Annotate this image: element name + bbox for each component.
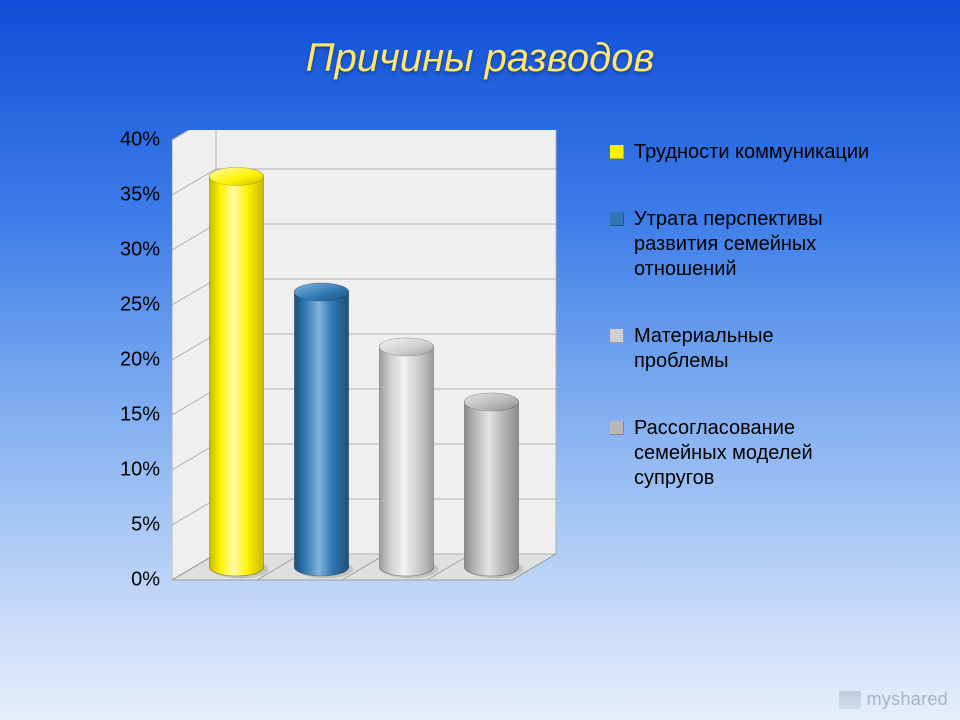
y-axis-labels: 40%35%30%25%20%15%10%5%0% xyxy=(90,130,160,570)
y-tick-label: 15% xyxy=(90,404,160,427)
legend-label: Материальные проблемы xyxy=(634,324,870,374)
chart: 40% 35% 30% 25% 20% 15% 10% 5% 0% Трудности комм… xyxy=(90,130,870,650)
y-tick-label: 0% xyxy=(90,569,160,592)
legend-label: Утрата перспективы развития семейных отн… xyxy=(634,207,870,282)
y-tick-label: 10% xyxy=(90,459,160,482)
legend-label: Рассогласование семейных моделей супруго… xyxy=(634,416,870,491)
y-tick-label: 30% xyxy=(90,239,160,262)
plot-svg xyxy=(172,130,572,610)
legend-swatch xyxy=(610,421,624,435)
legend-item: Материальные проблемы xyxy=(610,324,870,374)
watermark-icon xyxy=(839,691,861,709)
y-tick-label: 20% xyxy=(90,349,160,372)
watermark: myshared xyxy=(839,689,948,710)
slide: Причины разводов 40% 35% 30% 25% 20% 15% 10% 5%… xyxy=(0,0,960,720)
y-tick-label: 35% xyxy=(90,184,160,207)
legend: Трудности коммуникации Утрата перспективы… xyxy=(610,140,870,533)
y-tick-label: 40% xyxy=(90,129,160,152)
legend-swatch xyxy=(610,329,624,343)
y-tick-label: 5% xyxy=(90,514,160,537)
legend-item: Рассогласование семейных моделей супруго… xyxy=(610,416,870,491)
y-tick-label: 25% xyxy=(90,294,160,317)
legend-item: Утрата перспективы развития семейных отн… xyxy=(610,207,870,282)
watermark-text: myshared xyxy=(867,689,948,710)
legend-swatch xyxy=(610,145,624,159)
page-title: Причины разводов xyxy=(0,36,960,81)
legend-item: Трудности коммуникации xyxy=(610,140,870,165)
legend-label: Трудности коммуникации xyxy=(634,140,869,165)
plot-3d xyxy=(172,130,572,610)
legend-swatch xyxy=(610,212,624,226)
